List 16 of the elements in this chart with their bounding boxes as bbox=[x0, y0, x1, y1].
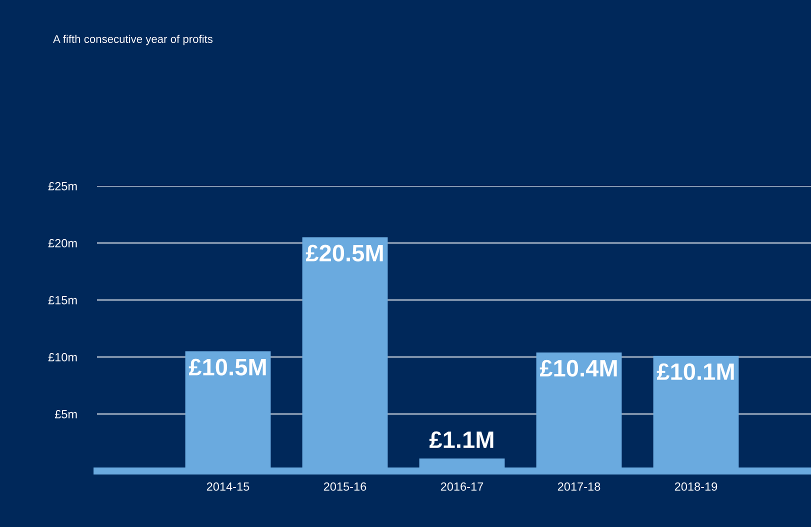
y-tick-label: £20m bbox=[48, 239, 77, 248]
data-label: £10.5M bbox=[188, 358, 266, 376]
x-tick-label: 2015-16 bbox=[324, 482, 366, 491]
data-label: £1.1M bbox=[429, 431, 494, 448]
x-tick-label: 2017-18 bbox=[558, 482, 600, 491]
x-tick-label: 2016-17 bbox=[440, 482, 484, 491]
chart-title: A fifth consecutive year of profits bbox=[53, 34, 213, 46]
y-tick-label: £10m bbox=[48, 353, 77, 362]
data-label: £20.5M bbox=[306, 244, 383, 262]
y-tick-label: £5m bbox=[54, 410, 77, 418]
x-tick-label: 2014-15 bbox=[206, 482, 250, 491]
data-label: £10.4M bbox=[540, 360, 617, 377]
y-tick-label: £15m bbox=[48, 296, 77, 304]
x-tick-label: 2018-19 bbox=[674, 482, 718, 491]
y-tick-label: £25m bbox=[48, 182, 77, 190]
data-label: £10.1M bbox=[656, 363, 734, 380]
